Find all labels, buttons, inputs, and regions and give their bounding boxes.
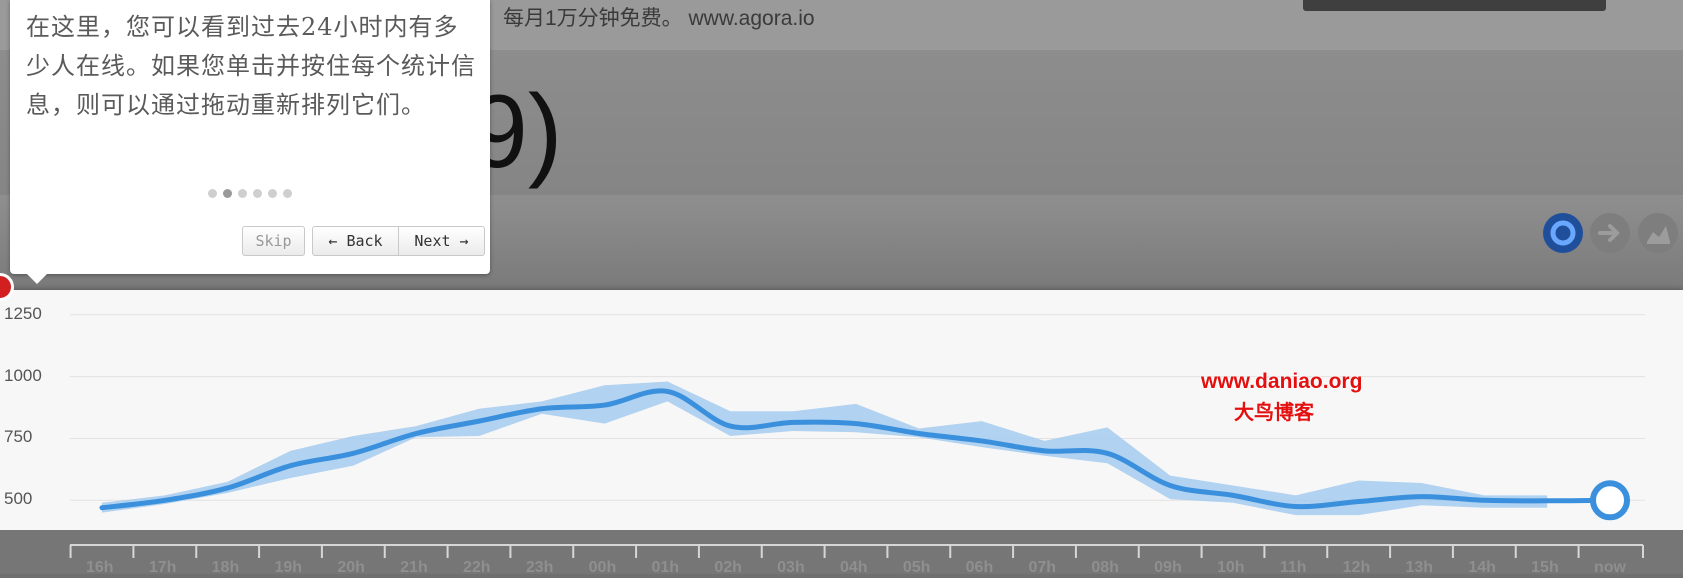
area-chart-button[interactable] <box>1638 213 1678 253</box>
tour-step-dot[interactable] <box>208 189 217 198</box>
watermark-name: 大鸟博客 <box>1234 400 1314 424</box>
y-tick-label: 1250 <box>4 303 42 323</box>
tour-step-dot[interactable] <box>238 189 247 198</box>
y-tick-label: 750 <box>4 427 33 447</box>
data-point <box>602 403 607 408</box>
data-point <box>979 438 984 443</box>
x-tick-label: 17h <box>148 559 177 576</box>
data-point <box>1231 493 1235 498</box>
data-point <box>100 505 104 510</box>
tour-popover: 在这里，您可以看到过去24小时内有多少人在线。如果您单击并按住每个统计信息，则可… <box>10 0 490 284</box>
data-point <box>1105 451 1110 456</box>
x-tick-label: 16h <box>86 559 114 576</box>
x-tick-label: 20h <box>337 559 365 576</box>
x-tick-label: 09h <box>1154 559 1182 576</box>
arrow-right-icon <box>1598 224 1620 242</box>
data-point <box>477 419 481 424</box>
data-point <box>1293 504 1298 509</box>
data-point <box>854 421 858 426</box>
tour-step-dot[interactable] <box>253 189 262 198</box>
x-tick-label: 03h <box>777 559 805 576</box>
tour-step-dot[interactable] <box>268 189 277 198</box>
x-tick-label: 12h <box>1342 559 1371 576</box>
x-tick-label: 21h <box>400 559 428 576</box>
data-point <box>1356 499 1361 504</box>
circle-chart-button[interactable] <box>1543 213 1583 253</box>
data-point <box>1545 498 1550 503</box>
x-tick-label: 18h <box>211 559 240 576</box>
confidence-band <box>102 381 1548 516</box>
x-tick-label: 15h <box>1531 559 1559 576</box>
data-point <box>665 389 670 394</box>
x-tick-label: 19h <box>274 559 303 576</box>
watermark-url: www.daniao.org <box>1201 370 1363 393</box>
data-point <box>1419 494 1424 499</box>
circle-chart-icon <box>1550 220 1576 246</box>
data-point <box>791 420 796 425</box>
data-point <box>162 498 167 503</box>
x-tick-label: 10h <box>1217 559 1245 576</box>
x-tick-label: 01h <box>651 559 680 576</box>
online-users-chart[interactable] <box>0 290 1683 530</box>
x-tick-label: 11h <box>1279 559 1307 576</box>
x-tick-label: now <box>1594 559 1626 576</box>
data-point <box>1168 483 1173 488</box>
data-point <box>1042 448 1047 453</box>
data-point <box>916 431 921 436</box>
top-dark-panel <box>1303 0 1606 11</box>
x-tick-label: 13h <box>1405 559 1434 576</box>
data-point <box>288 463 293 468</box>
back-button[interactable]: ← Back <box>312 226 399 256</box>
tour-description: 在这里，您可以看到过去24小时内有多少人在线。如果您单击并按住每个统计信息，则可… <box>26 13 476 119</box>
data-point <box>414 431 419 436</box>
y-tick-label: 1000 <box>4 365 42 385</box>
x-axis-ticks <box>69 544 1644 558</box>
promo-text: 。每月1万分钟免费。 www.agora.io <box>482 7 815 30</box>
data-point <box>728 424 733 429</box>
y-tick-label: 500 <box>4 489 33 509</box>
x-tick-label: 22h <box>463 559 491 576</box>
arrow-right-button[interactable] <box>1590 213 1630 253</box>
x-tick-label: 14h <box>1468 559 1496 576</box>
next-button[interactable]: Next → <box>398 226 485 256</box>
x-tick-label: 00h <box>588 559 617 576</box>
data-point <box>1482 498 1487 503</box>
x-tick-label: 02h <box>714 559 742 576</box>
area-chart-icon <box>1647 226 1670 244</box>
tour-step-dots <box>208 189 292 198</box>
current-value-marker <box>1590 480 1630 521</box>
tour-step-dot[interactable] <box>223 189 232 198</box>
data-point <box>225 485 230 490</box>
x-tick-label: 04h <box>840 559 868 576</box>
x-tick-label: 05h <box>902 559 931 576</box>
line-chart-svg <box>70 314 1645 521</box>
x-axis-bar <box>0 530 1683 574</box>
x-tick-label: 08h <box>1091 559 1119 576</box>
data-point <box>539 406 544 411</box>
data-point <box>351 451 356 456</box>
skip-button[interactable]: Skip <box>242 226 305 256</box>
x-tick-label: 07h <box>1028 559 1057 576</box>
x-tick-label: 06h <box>965 559 994 576</box>
tour-step-dot[interactable] <box>283 189 292 198</box>
x-tick-label: 23h <box>525 559 554 576</box>
